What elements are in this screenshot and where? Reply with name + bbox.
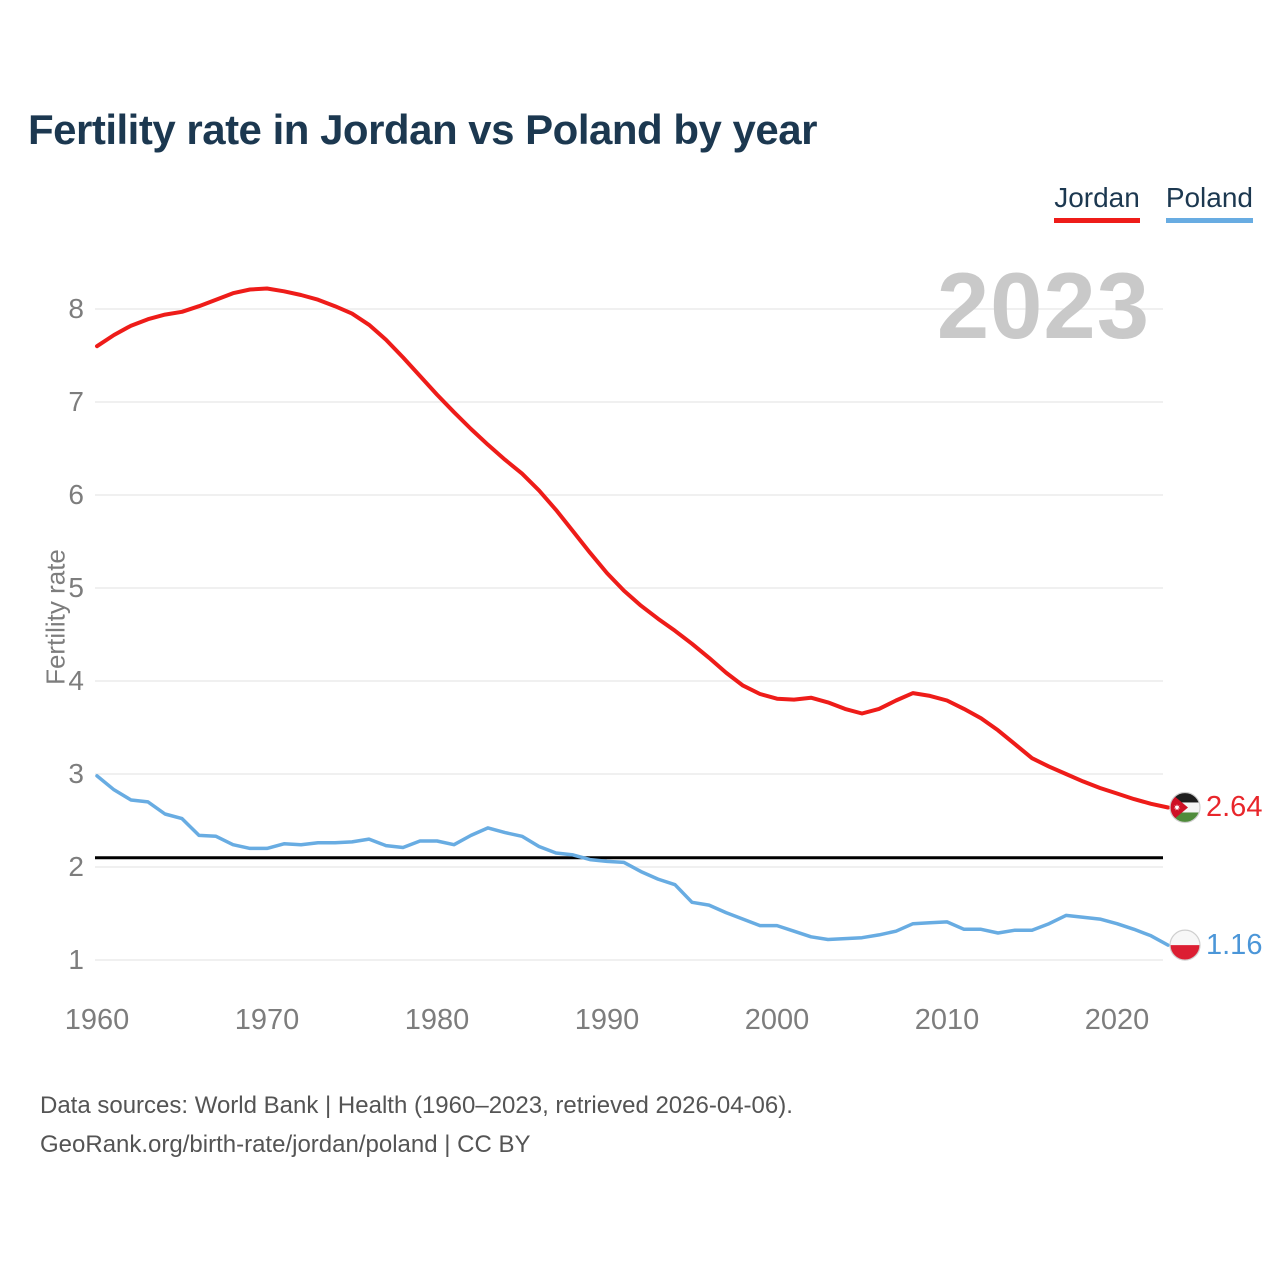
footer: Data sources: World Bank | Health (1960–… <box>40 1086 793 1164</box>
jordan-line <box>95 286 1170 810</box>
y-tick-label: 3 <box>68 758 84 789</box>
poland-line <box>95 774 1170 947</box>
x-tick-label: 2000 <box>744 1004 810 1036</box>
x-tick-label: 1970 <box>234 1004 300 1036</box>
x-tick-label: 1990 <box>574 1004 640 1036</box>
y-tick-label: 6 <box>68 479 84 510</box>
y-tick-label: 7 <box>68 386 84 417</box>
footer-attribution-line: GeoRank.org/birth-rate/jordan/poland | C… <box>40 1131 531 1158</box>
page-title: Fertility rate in Jordan vs Poland by ye… <box>28 106 817 153</box>
y-tick-label: 8 <box>68 293 84 324</box>
jordan-flag-icon <box>1169 791 1201 824</box>
x-tick-label: 2020 <box>1084 1004 1150 1036</box>
y-tick-label: 1 <box>68 944 84 975</box>
y-tick-label: 2 <box>68 851 84 882</box>
y-tick-label: 5 <box>68 572 84 603</box>
legend-item-poland[interactable]: Poland <box>1165 182 1253 223</box>
legend: Jordan Poland <box>1054 182 1253 223</box>
footer-sources-line: Data sources: World Bank | Health (1960–… <box>40 1092 793 1119</box>
jordan-value-label: 2.64 <box>1206 791 1263 824</box>
legend-item-jordan[interactable]: Jordan <box>1054 182 1140 223</box>
watermark-year: 2023 <box>937 253 1150 358</box>
y-axis-title: Fertility rate <box>40 549 71 685</box>
x-tick-label: 1980 <box>404 1004 470 1036</box>
x-tick-label: 1960 <box>64 1004 130 1036</box>
x-tick-label: 2010 <box>914 1004 980 1036</box>
poland-flag-icon <box>1169 929 1201 961</box>
y-tick-label: 4 <box>68 665 84 696</box>
poland-value-label: 1.16 <box>1206 929 1263 962</box>
